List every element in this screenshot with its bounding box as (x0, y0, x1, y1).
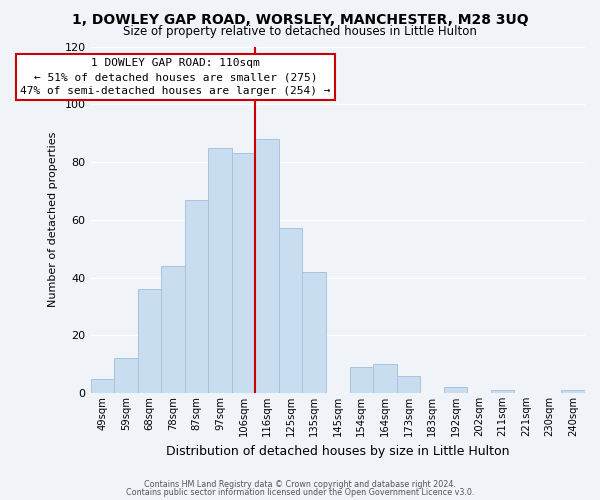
Bar (491, 390, 514, 393)
Bar (562, 390, 585, 393)
Bar (232, 154, 256, 393)
Text: Size of property relative to detached houses in Little Hulton: Size of property relative to detached ho… (123, 25, 477, 38)
Bar (302, 272, 326, 393)
Y-axis label: Number of detached properties: Number of detached properties (47, 132, 58, 308)
Text: 1 DOWLEY GAP ROAD: 110sqm
← 51% of detached houses are smaller (275)
47% of semi: 1 DOWLEY GAP ROAD: 110sqm ← 51% of detac… (20, 58, 331, 96)
Bar (208, 148, 232, 393)
Bar (137, 289, 161, 393)
Bar (91, 378, 114, 393)
Bar (279, 228, 302, 393)
Bar (114, 358, 137, 393)
Bar (256, 139, 279, 393)
Bar (161, 266, 185, 393)
X-axis label: Distribution of detached houses by size in Little Hulton: Distribution of detached houses by size … (166, 444, 509, 458)
Bar (397, 376, 420, 393)
Text: Contains public sector information licensed under the Open Government Licence v3: Contains public sector information licen… (126, 488, 474, 497)
Text: 1, DOWLEY GAP ROAD, WORSLEY, MANCHESTER, M28 3UQ: 1, DOWLEY GAP ROAD, WORSLEY, MANCHESTER,… (71, 12, 529, 26)
Bar (185, 200, 208, 393)
Bar (444, 387, 467, 393)
Text: Contains HM Land Registry data © Crown copyright and database right 2024.: Contains HM Land Registry data © Crown c… (144, 480, 456, 489)
Bar (373, 364, 397, 393)
Bar (350, 367, 373, 393)
